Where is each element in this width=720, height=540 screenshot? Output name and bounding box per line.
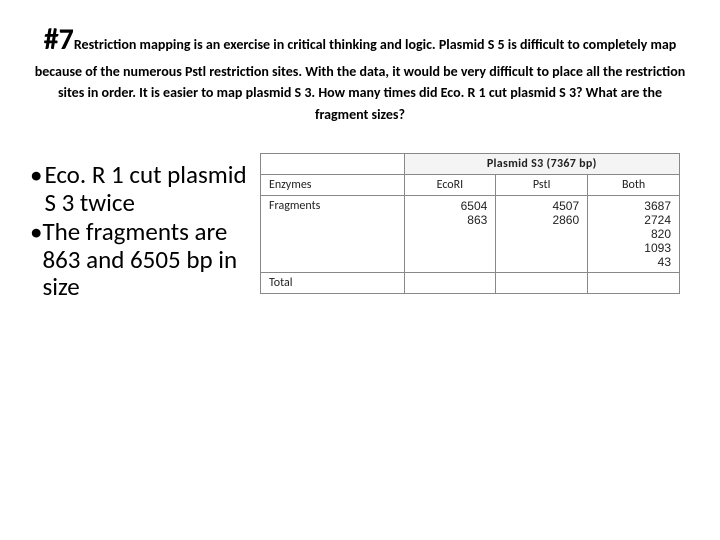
fragments-ecori: 6504 863 <box>404 196 496 273</box>
table-title: Plasmid S3 (7367 bp) <box>404 154 679 175</box>
enzyme-header: PstI <box>496 175 588 196</box>
empty-cell <box>261 154 405 175</box>
table-row: Fragments 6504 863 4507 2860 3687 2724 8… <box>261 196 680 273</box>
table-row: Enzymes EcoRI PstI Both <box>261 175 680 196</box>
table-row: Plasmid S3 (7367 bp) <box>261 154 680 175</box>
bullet-text: Eco. R 1 cut plasmid S 3 twice <box>44 161 260 216</box>
slide: #7Restriction mapping is an exercise in … <box>0 0 720 540</box>
enzyme-header: Both <box>588 175 680 196</box>
body-row: • Eco. R 1 cut plasmid S 3 twice • The f… <box>30 153 690 303</box>
row-label: Enzymes <box>261 175 405 196</box>
bullet-dot-icon: • <box>30 161 44 216</box>
fragments-psti: 4507 2860 <box>496 196 588 273</box>
fragment-table: Plasmid S3 (7367 bp) Enzymes EcoRI PstI … <box>260 153 680 294</box>
bullet-text: The fragments are 863 and 6505 bp in siz… <box>42 218 260 301</box>
enzyme-header: EcoRI <box>404 175 496 196</box>
total-cell <box>496 273 588 294</box>
row-label: Fragments <box>261 196 405 273</box>
total-cell <box>404 273 496 294</box>
fragments-both: 3687 2724 820 1093 43 <box>588 196 680 273</box>
header-block: #7Restriction mapping is an exercise in … <box>30 20 690 125</box>
list-item: • The fragments are 863 and 6505 bp in s… <box>30 218 260 301</box>
question-text: Restriction mapping is an exercise in cr… <box>35 36 686 123</box>
table-row: Total <box>261 273 680 294</box>
question-number: #7 <box>44 21 74 58</box>
fragment-table-wrap: Plasmid S3 (7367 bp) Enzymes EcoRI PstI … <box>260 153 690 294</box>
total-cell <box>588 273 680 294</box>
bullet-dot-icon: • <box>30 218 42 301</box>
bullet-list: • Eco. R 1 cut plasmid S 3 twice • The f… <box>30 153 260 303</box>
list-item: • Eco. R 1 cut plasmid S 3 twice <box>30 161 260 216</box>
row-label: Total <box>261 273 405 294</box>
